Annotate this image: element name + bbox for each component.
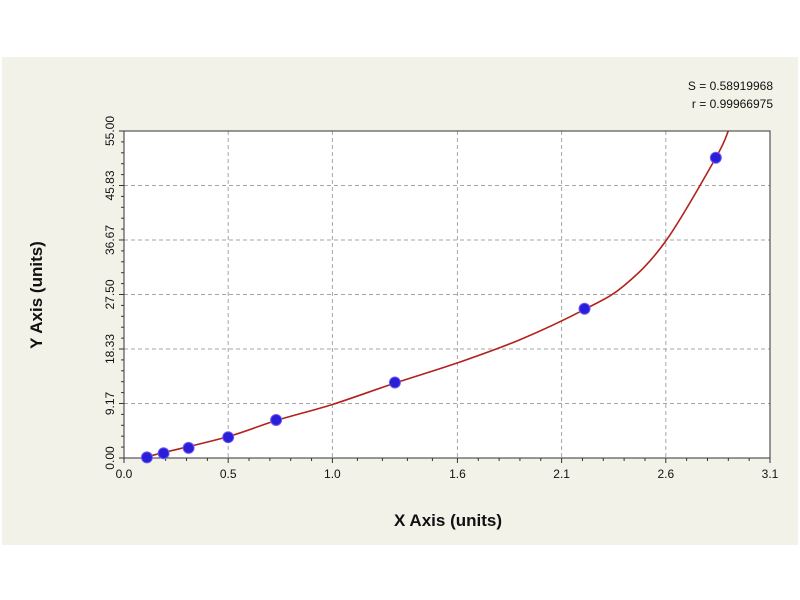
y-tick-label: 9.17 xyxy=(103,391,117,415)
grid-layer xyxy=(124,131,770,458)
x-tick-label: 2.6 xyxy=(657,467,674,481)
x-tick-label: 0.0 xyxy=(116,467,133,481)
data-point xyxy=(388,376,401,389)
x-tick-label: 1.0 xyxy=(324,467,341,481)
x-tick-label: 3.1 xyxy=(762,467,779,481)
plot-frame xyxy=(123,130,771,459)
y-axis-title: Y Axis (units) xyxy=(27,241,46,349)
y-tick-label: 45.83 xyxy=(103,170,117,200)
x-tick-label: 1.6 xyxy=(449,467,466,481)
y-tick-label: 27.50 xyxy=(103,279,117,309)
chart-panel: 0.0 0.5 1.0 1.6 2.1 2.6 3.1 0.00 9.17 18.33 27.50 3… xyxy=(2,57,798,545)
y-tick-label: 0.00 xyxy=(103,446,117,470)
data-point xyxy=(270,413,283,426)
y-tick-label: 36.67 xyxy=(103,225,117,255)
y-tick-label: 18.33 xyxy=(103,334,117,364)
fit-curve xyxy=(140,130,730,458)
data-point xyxy=(709,151,722,164)
x-axis-title: X Axis (units) xyxy=(394,511,502,530)
data-point xyxy=(182,441,195,454)
points-layer xyxy=(140,151,722,464)
curve-layer xyxy=(140,130,730,458)
x-tick-label: 0.5 xyxy=(220,467,237,481)
data-point xyxy=(578,302,591,315)
fit-s-label: S = 0.58919968 xyxy=(688,79,773,93)
x-tick-label: 2.1 xyxy=(553,467,570,481)
chart-svg: 0.0 0.5 1.0 1.6 2.1 2.6 3.1 0.00 9.17 18.33 27.50 3… xyxy=(27,79,779,530)
data-point xyxy=(140,451,153,464)
label-layer: 0.0 0.5 1.0 1.6 2.1 2.6 3.1 0.00 9.17 18.33 27.50 3… xyxy=(103,116,779,481)
y-tick-label: 55.00 xyxy=(103,116,117,146)
data-point xyxy=(222,431,235,444)
fit-r-label: r = 0.99966975 xyxy=(692,97,773,111)
data-point xyxy=(157,447,170,460)
